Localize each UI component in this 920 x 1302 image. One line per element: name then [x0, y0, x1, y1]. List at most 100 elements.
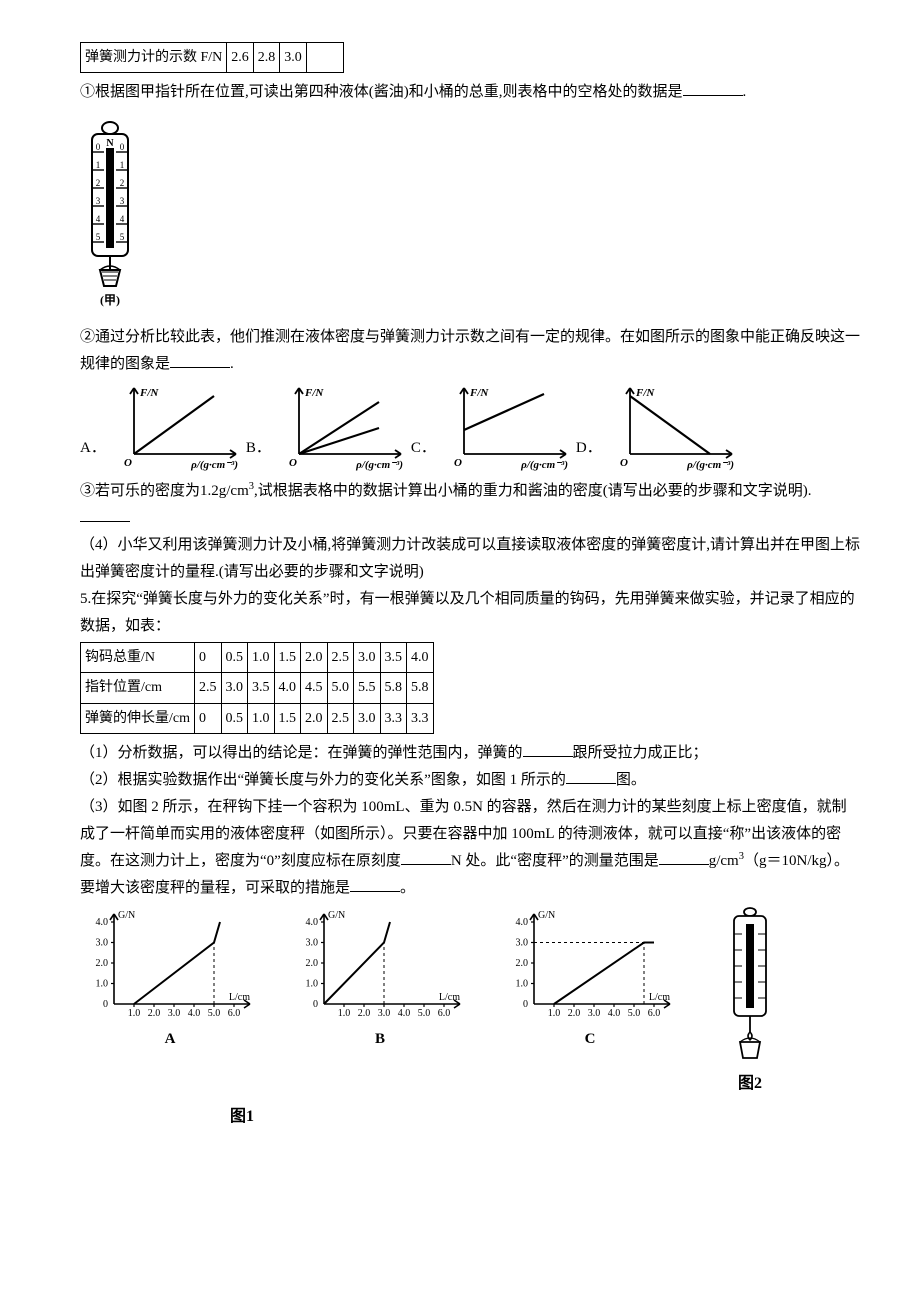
table1-c0: 2.6 [227, 43, 254, 73]
bottom-graph-A: G/NL/cm01.02.03.04.01.02.03.04.05.06.0 [80, 906, 260, 1026]
q3-b: ,试根据表格中的数据计算出小桶的重力和酱油的密度(请写出必要的步骤和文字说明). [254, 483, 812, 499]
svg-text:5.0: 5.0 [628, 1008, 641, 1019]
svg-text:O: O [124, 457, 132, 469]
svg-text:1.0: 1.0 [548, 1008, 561, 1019]
svg-text:0: 0 [103, 999, 108, 1010]
svg-text:1.0: 1.0 [306, 978, 319, 989]
table5-row2-c4: 2.0 [301, 703, 328, 733]
table5-row0-c4: 2.0 [301, 643, 328, 673]
svg-text:0: 0 [313, 999, 318, 1010]
table5-row0-c0: 0 [195, 643, 222, 673]
table5-row1-c3: 4.0 [274, 673, 301, 703]
svg-text:3.0: 3.0 [306, 937, 319, 948]
opt-A-label: A． [80, 435, 108, 472]
bottom-graph-row: G/N L/cm 0 1.0 2.0 3.0 4.0 1.0 2.0 3.0 4.0 5.0 6.0 A… [80, 906, 860, 1099]
q5-p1-a: （1）分析数据，可以得出的结论是：在弹簧的弹性范围内，弹簧的 [80, 745, 523, 761]
table5-row1-c2: 3.5 [248, 673, 275, 703]
table1-c1: 2.8 [253, 43, 280, 73]
svg-text:4.0: 4.0 [188, 1008, 201, 1019]
table5-row2-c1: 0.5 [221, 703, 248, 733]
table5-row2-c6: 3.0 [354, 703, 381, 733]
svg-text:2.0: 2.0 [148, 1008, 161, 1019]
table5-row1-label: 指针位置/cm [81, 673, 195, 703]
svg-text:2.0: 2.0 [358, 1008, 371, 1019]
bottom-graph-C: G/NL/cm01.02.03.04.01.02.03.04.05.06.0 [500, 906, 680, 1026]
q5-p3-b: N 处。此“密度秤”的测量范围是 [451, 853, 659, 869]
svg-text:6.0: 6.0 [228, 1008, 241, 1019]
graph-B-wrap: G/NL/cm01.02.03.04.01.02.03.04.05.06.0 B [290, 906, 470, 1053]
opt-B-label: B． [246, 435, 273, 472]
table5-row1-c1: 3.0 [221, 673, 248, 703]
question-2: ②通过分析比较此表，他们推测在液体密度与弹簧测力计示数之间有一定的规律。在如图所… [80, 324, 860, 378]
q5-p3: （3）如图 2 所示，在秤钩下挂一个容积为 100mL、重为 0.5N 的容器，… [80, 794, 860, 902]
q5-p2-b: 图。 [616, 772, 646, 788]
svg-text:O: O [454, 457, 462, 469]
q5-p3-blank2 [659, 849, 709, 865]
opt-graph-D: F/Nρ/(g·cm⁻³)O [608, 382, 738, 472]
table5-row0-label: 钩码总重/N [81, 643, 195, 673]
graph-C-label: C [500, 1026, 680, 1053]
bottom-graph-B: G/NL/cm01.02.03.04.01.02.03.04.05.06.0 [290, 906, 470, 1026]
table1-c3 [306, 43, 343, 73]
graph-C-wrap: G/NL/cm01.02.03.04.01.02.03.04.05.06.0 C [500, 906, 680, 1053]
table5-row2-c8: 3.3 [407, 703, 434, 733]
table5-row0-c5: 2.5 [327, 643, 354, 673]
svg-text:2.0: 2.0 [306, 958, 319, 969]
figure-1-caption: 图1 [230, 1103, 860, 1132]
svg-text:4: 4 [96, 214, 101, 224]
table-q5: 钩码总重/N00.51.01.52.02.53.03.54.0指针位置/cm2.… [80, 642, 434, 734]
table5-row0-c3: 1.5 [274, 643, 301, 673]
q1-text-a: ①根据图甲指针所在位置,可读出第四种液体(酱油)和小桶的总重,则表格中的空格处的… [80, 84, 683, 100]
graph-A-label: A [80, 1026, 260, 1053]
svg-text:1.0: 1.0 [128, 1008, 141, 1019]
q2-text-b: . [230, 356, 234, 372]
svg-text:3.0: 3.0 [168, 1008, 181, 1019]
svg-text:3.0: 3.0 [378, 1008, 391, 1019]
table1-header: 弹簧测力计的示数 F/N [81, 43, 227, 73]
table5-row2-c5: 2.5 [327, 703, 354, 733]
option-graphs-row: A． F/Nρ/(g·cm⁻³)O B． F/Nρ/(g·cm⁻³)O C． F… [80, 382, 860, 472]
svg-text:5.0: 5.0 [418, 1008, 431, 1019]
svg-text:0: 0 [96, 142, 101, 152]
svg-text:1: 1 [120, 160, 125, 170]
q1-text-b: . [743, 84, 747, 100]
svg-text:6.0: 6.0 [438, 1008, 451, 1019]
svg-text:3.0: 3.0 [516, 937, 529, 948]
svg-text:1.0: 1.0 [516, 978, 529, 989]
figure-2-caption: 图2 [720, 1070, 780, 1099]
svg-text:L/cm: L/cm [439, 992, 460, 1003]
svg-text:4: 4 [120, 214, 125, 224]
table5-row2-c0: 0 [195, 703, 222, 733]
q5-p1: （1）分析数据，可以得出的结论是：在弹簧的弹性范围内，弹簧的 跟所受拉力成正比； [80, 740, 860, 767]
q5-p1-b: 跟所受拉力成正比； [573, 745, 708, 761]
q5-p2-blank [566, 768, 616, 784]
svg-text:3: 3 [96, 196, 101, 206]
svg-text:G/N: G/N [538, 910, 555, 921]
svg-text:L/cm: L/cm [649, 992, 670, 1003]
table-spring-readings: 弹簧测力计的示数 F/N 2.6 2.8 3.0 [80, 42, 344, 73]
svg-text:1.0: 1.0 [96, 978, 109, 989]
table5-row1-c7: 5.8 [380, 673, 407, 703]
svg-text:2.0: 2.0 [568, 1008, 581, 1019]
svg-text:1: 1 [96, 160, 101, 170]
figure-2-wrap: 图2 [720, 906, 780, 1099]
table5-row1-c4: 4.5 [301, 673, 328, 703]
q3-a: ③若可乐的密度为1.2g/cm [80, 483, 249, 499]
svg-text:5: 5 [96, 232, 101, 242]
q5-p3-c: g/cm [709, 853, 739, 869]
table5-row1-c6: 5.5 [354, 673, 381, 703]
q5-p2-a: （2）根据实验数据作出“弹簧长度与外力的变化关系”图象，如图 1 所示的 [80, 772, 566, 788]
graph-B-label: B [290, 1026, 470, 1053]
q1-blank [683, 80, 743, 96]
svg-text:F/N: F/N [139, 387, 159, 399]
q2-blank [170, 352, 230, 368]
figure-2-spring [720, 906, 780, 1066]
table5-row2-label: 弹簧的伸长量/cm [81, 703, 195, 733]
svg-text:3: 3 [120, 196, 125, 206]
q5-p3-blank3 [350, 876, 400, 892]
svg-text:0: 0 [523, 999, 528, 1010]
svg-text:F/N: F/N [635, 387, 655, 399]
svg-text:2: 2 [120, 178, 125, 188]
q5-p1-blank [523, 741, 573, 757]
svg-text:4.0: 4.0 [516, 917, 529, 928]
